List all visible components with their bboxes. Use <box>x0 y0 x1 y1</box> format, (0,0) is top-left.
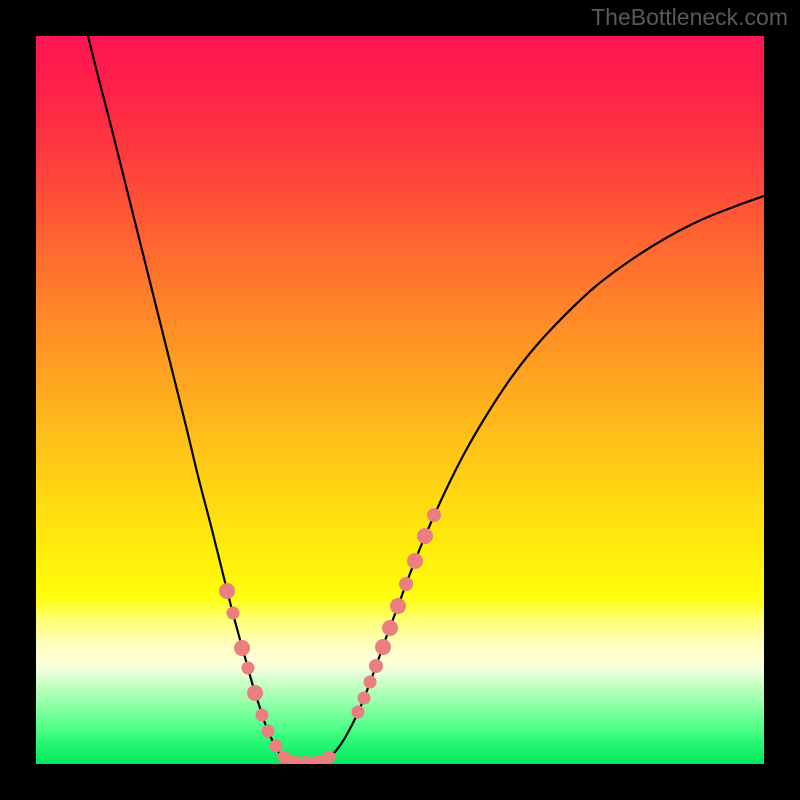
marker-point <box>262 725 275 738</box>
marker-point <box>242 662 255 675</box>
watermark-text: TheBottleneck.com <box>591 4 788 31</box>
marker-point <box>364 676 377 689</box>
marker-point <box>352 706 365 719</box>
left-curve <box>88 36 353 763</box>
markers-left-cluster <box>219 583 336 764</box>
marker-point <box>323 751 336 764</box>
plot-area <box>36 36 764 764</box>
marker-point <box>427 508 441 522</box>
markers-right-cluster <box>352 508 442 719</box>
curve-layer <box>36 36 764 764</box>
marker-point <box>227 607 240 620</box>
marker-point <box>399 577 413 591</box>
marker-point <box>358 692 371 705</box>
marker-point <box>382 620 398 636</box>
marker-point <box>375 639 391 655</box>
marker-point <box>369 659 383 673</box>
marker-point <box>417 528 433 544</box>
marker-point <box>390 598 406 614</box>
marker-point <box>247 685 263 701</box>
marker-point <box>256 709 269 722</box>
marker-point <box>234 640 250 656</box>
right-curve <box>353 196 764 723</box>
marker-point <box>299 756 313 764</box>
marker-point <box>407 553 423 569</box>
marker-point <box>270 740 283 753</box>
marker-point <box>219 583 235 599</box>
